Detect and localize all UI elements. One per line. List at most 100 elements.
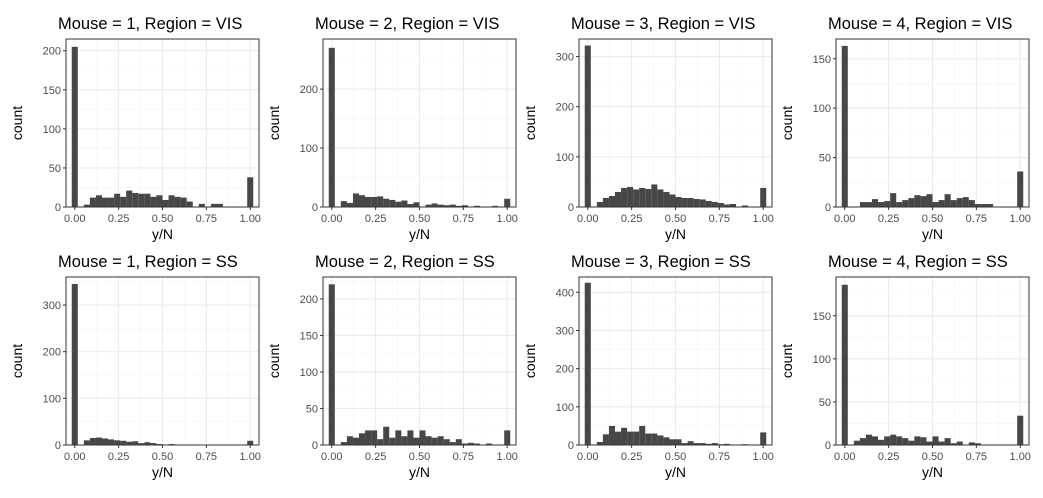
x-tick-label: 0.50 <box>922 451 943 463</box>
histogram-bar <box>455 439 462 445</box>
y-tick-label: 100 <box>556 152 574 164</box>
facet-panel: 0 100 200 300 400 0.00 0.25 0.50 0.75 1.00 Mouse =… <box>522 253 774 480</box>
histogram-bar <box>902 438 909 445</box>
facet-title: Mouse = 4, Region = SS <box>828 253 1008 271</box>
histogram-bar <box>956 441 963 445</box>
x-tick-label: 1.00 <box>240 451 261 463</box>
histogram-bar <box>878 202 885 207</box>
y-tick-label: 0 <box>55 202 61 214</box>
histogram-bar <box>932 202 939 207</box>
histogram-bar <box>138 193 145 207</box>
y-tick-label: 200 <box>556 364 574 376</box>
histogram-bar <box>1017 415 1024 445</box>
y-tick-label: 100 <box>556 402 574 414</box>
histogram-bar <box>908 198 915 207</box>
facet-panel: 0 50 100 150 0.00 0.25 0.50 0.75 1.00 Mouse = 4, … <box>779 253 1031 480</box>
histogram-bar <box>419 430 426 445</box>
histogram-bar <box>120 440 127 445</box>
histogram-bar <box>699 199 706 207</box>
histogram-bar <box>627 431 634 445</box>
histogram-bar <box>633 431 640 445</box>
x-tick-label: 0.25 <box>108 451 129 463</box>
histogram-bar <box>83 440 90 445</box>
histogram-bar <box>938 200 945 207</box>
histogram-bar <box>920 196 927 207</box>
histogram-bar <box>150 443 157 445</box>
y-tick-label: 150 <box>43 85 61 97</box>
y-tick-label: 200 <box>556 102 574 114</box>
histogram-bar <box>395 430 402 445</box>
x-axis-label: y/N <box>152 226 173 242</box>
x-tick-label: 0.75 <box>709 451 730 463</box>
histogram-bar <box>645 188 652 207</box>
x-tick-label: 0.50 <box>665 213 686 225</box>
histogram-bar <box>114 440 121 445</box>
histogram-bar <box>853 440 860 445</box>
facet-title: Mouse = 3, Region = VIS <box>571 15 755 33</box>
histogram-bar <box>365 196 372 207</box>
histogram-bar <box>371 430 378 445</box>
histogram-bar <box>377 439 384 445</box>
histogram-bar <box>621 187 628 207</box>
y-axis-label: count <box>779 344 795 378</box>
x-tick-label: 1.00 <box>497 451 518 463</box>
y-axis-label: count <box>522 344 538 378</box>
histogram-bar <box>742 205 749 207</box>
histogram-bar <box>144 442 151 445</box>
histogram-bar <box>639 425 646 445</box>
facet-panel: 0 100 200 0.00 0.25 0.50 0.75 1.00 Mouse = 2, Re… <box>266 15 518 242</box>
facet-panel: 0 50 100 150 200 0.00 0.25 0.50 0.75 1.00 Mouse = … <box>266 253 518 480</box>
histogram-bar <box>443 205 450 207</box>
x-tick-label: 0.50 <box>409 213 430 225</box>
facet-panel: 0 100 200 300 0.00 0.25 0.50 0.75 1.00 Mouse = 3,… <box>522 15 774 242</box>
histogram-bar <box>437 204 444 207</box>
histogram-bar <box>865 202 872 207</box>
x-tick-label: 0.25 <box>621 451 642 463</box>
histogram-bar <box>944 194 951 207</box>
histogram-bar <box>473 205 481 207</box>
histogram-bar <box>126 190 133 207</box>
histogram-bar <box>932 436 939 445</box>
histogram-bar <box>584 282 591 445</box>
histogram-bar <box>83 204 90 207</box>
histogram-bar <box>711 443 718 445</box>
histogram-bar <box>645 433 652 445</box>
facet-panel: 0 100 200 300 0.00 0.25 0.50 0.75 1.00 Mouse = 1,… <box>9 253 261 480</box>
histogram-bar <box>328 284 335 445</box>
histogram-bar <box>138 443 145 445</box>
y-tick-label: 150 <box>813 311 831 323</box>
histogram-bar <box>687 197 694 207</box>
histogram-bar <box>352 437 359 445</box>
y-tick-label: 400 <box>556 287 574 299</box>
histogram-bar <box>633 189 640 207</box>
y-tick-label: 150 <box>813 54 831 66</box>
histogram-bar <box>449 204 456 207</box>
histogram-bar <box>425 204 432 207</box>
histogram-bar <box>693 443 700 445</box>
histogram-bar <box>401 200 408 207</box>
x-axis-label: y/N <box>665 464 686 480</box>
histogram-bar <box>760 432 767 445</box>
x-tick-label: 0.50 <box>152 451 173 463</box>
x-tick-label: 0.75 <box>966 213 987 225</box>
histogram-bar <box>950 200 957 207</box>
histogram-bar <box>705 200 712 207</box>
x-tick-label: 0.00 <box>834 213 855 225</box>
histogram-bar <box>621 427 628 445</box>
y-tick-label: 50 <box>819 397 831 409</box>
x-tick-label: 0.50 <box>409 451 430 463</box>
facet-title: Mouse = 2, Region = SS <box>315 253 495 271</box>
x-tick-label: 0.50 <box>665 451 686 463</box>
histogram-bar <box>938 441 945 445</box>
y-tick-label: 100 <box>43 393 61 405</box>
histogram-bar <box>346 202 353 207</box>
histogram-bar <box>144 193 151 207</box>
histogram-bar <box>669 194 676 207</box>
histogram-bar <box>461 205 468 207</box>
x-tick-label: 0.25 <box>878 213 899 225</box>
facet-title: Mouse = 1, Region = VIS <box>58 15 242 33</box>
y-tick-label: 200 <box>43 46 61 58</box>
histogram-bar <box>247 440 254 445</box>
y-tick-label: 0 <box>312 202 318 214</box>
